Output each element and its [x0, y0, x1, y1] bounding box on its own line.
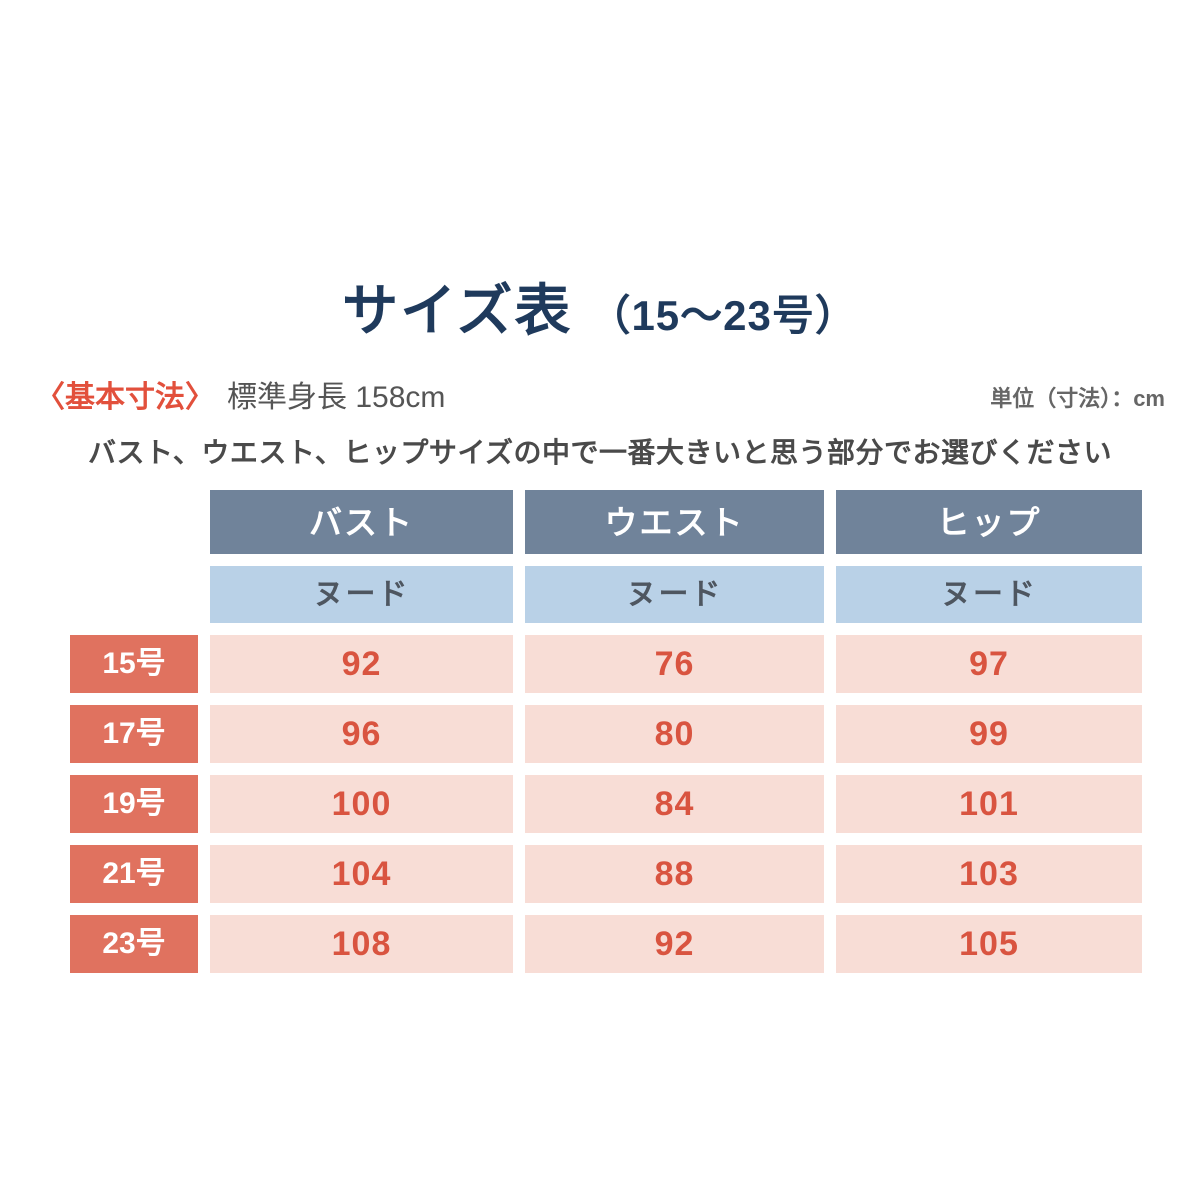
selection-instruction: バスト、ウエスト、ヒップサイズの中で一番大きいと思う部分でお選びください — [87, 437, 1113, 468]
table-corner-cell — [70, 566, 198, 623]
subheader-bust-nude: ヌード — [210, 566, 513, 623]
cell-size19-waist: 84 — [525, 775, 824, 833]
column-header-bust: バスト — [210, 490, 513, 554]
cell-size19-bust: 100 — [210, 775, 513, 833]
column-header-waist: ウエスト — [525, 490, 824, 554]
subheader-waist-nude: ヌード — [525, 566, 824, 623]
cell-size23-bust: 108 — [210, 915, 513, 973]
cell-size15-hip: 97 — [836, 635, 1142, 693]
basic-measurements: 〈基本寸法〉 標準身長 158cm — [35, 372, 445, 416]
cell-size17-bust: 96 — [210, 705, 513, 763]
row-label-size-17: 17号 — [70, 705, 198, 763]
cell-size21-bust: 104 — [210, 845, 513, 903]
cell-size15-bust: 92 — [210, 635, 513, 693]
page-title: サイズ表 （15〜23号） — [0, 266, 1200, 347]
cell-size15-waist: 76 — [525, 635, 824, 693]
unit-note: 単位（寸法）：cm — [990, 386, 1165, 411]
subheader-hip-nude: ヌード — [836, 566, 1142, 623]
basic-measurements-label: 〈基本寸法〉 — [35, 381, 215, 414]
cell-size21-hip: 103 — [836, 845, 1142, 903]
column-header-hip: ヒップ — [836, 490, 1142, 554]
row-label-size-15: 15号 — [70, 635, 198, 693]
cell-size21-waist: 88 — [525, 845, 824, 903]
cell-size19-hip: 101 — [836, 775, 1142, 833]
table-corner-cell — [70, 490, 198, 554]
cell-size23-waist: 92 — [525, 915, 824, 973]
row-label-size-23: 23号 — [70, 915, 198, 973]
cell-size17-hip: 99 — [836, 705, 1142, 763]
row-label-size-21: 21号 — [70, 845, 198, 903]
standard-height-value: 標準身長 158cm — [227, 381, 446, 414]
row-label-size-19: 19号 — [70, 775, 198, 833]
page-title-size-range: （15〜23号） — [588, 292, 858, 339]
page-title-main: サイズ表 — [342, 279, 573, 342]
meta-row: 〈基本寸法〉 標準身長 158cm 単位（寸法）：cm — [35, 372, 1165, 414]
size-table: バスト ウエスト ヒップ ヌード ヌード ヌード 15号 92 76 97 17… — [70, 490, 1142, 973]
cell-size23-hip: 105 — [836, 915, 1142, 973]
cell-size17-waist: 80 — [525, 705, 824, 763]
